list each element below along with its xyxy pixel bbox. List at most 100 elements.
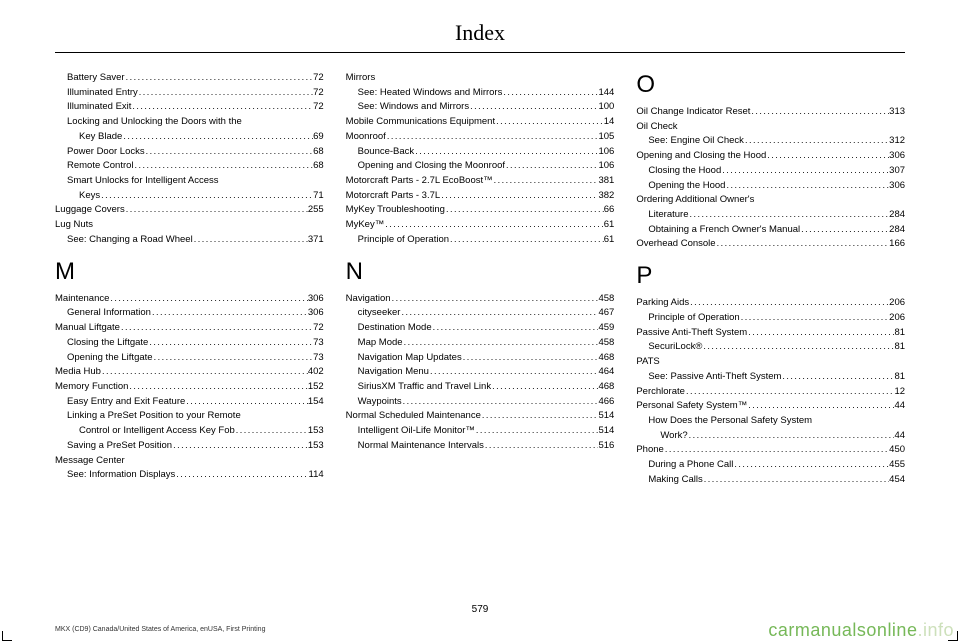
leader-dots: [491, 380, 598, 394]
leader-dots: [131, 100, 313, 114]
entry-label: See: Information Displays: [67, 468, 175, 483]
index-entry: Ordering Additional Owner's: [636, 193, 905, 208]
entry-label: Linking a PreSet Position to your Remote: [67, 409, 241, 424]
leader-dots: [175, 468, 308, 482]
entry-label: Navigation Menu: [358, 365, 429, 380]
entry-page: 450: [889, 443, 905, 458]
entry-page: 106: [598, 159, 614, 174]
index-subentry: Closing the Liftgate73: [55, 336, 324, 351]
entry-label: Illuminated Entry: [67, 86, 138, 101]
entry-label: Making Calls: [648, 473, 702, 488]
index-subentry: Map Mode458: [346, 336, 615, 351]
index-entry: Maintenance306: [55, 292, 324, 307]
entry-label: Memory Function: [55, 380, 128, 395]
leader-dots: [721, 164, 889, 178]
leader-dots: [384, 218, 604, 232]
entry-page: 44: [894, 399, 905, 414]
index-subentry: Obtaining a French Owner's Manual284: [636, 223, 905, 238]
entry-label: Ordering Additional Owner's: [636, 193, 754, 208]
entry-page: 306: [308, 292, 324, 307]
index-subentry: Making Calls454: [636, 473, 905, 488]
entry-page: 153: [308, 439, 324, 454]
leader-dots: [689, 296, 889, 310]
entry-page: 312: [889, 134, 905, 149]
index-subentry: Locking and Unlocking the Doors with the: [55, 115, 324, 130]
entry-label: During a Phone Call: [648, 458, 733, 473]
index-subentry: Linking a PreSet Position to your Remote: [55, 409, 324, 424]
entry-page: 81: [894, 370, 905, 385]
index-subentry: See: Heated Windows and Mirrors144: [346, 86, 615, 101]
leader-dots: [109, 292, 307, 306]
leader-dots: [151, 306, 308, 320]
leader-dots: [185, 395, 308, 409]
entry-label: Bounce-Back: [358, 145, 415, 160]
entry-label: Smart Unlocks for Intelligent Access: [67, 174, 219, 189]
index-subentry: During a Phone Call455: [636, 458, 905, 473]
entry-page: 284: [889, 208, 905, 223]
entry-label: Closing the Hood: [648, 164, 721, 179]
entry-label: Obtaining a French Owner's Manual: [648, 223, 800, 238]
index-entry: Oil Change Indicator Reset313: [636, 105, 905, 120]
index-subentry: Work?44: [636, 429, 905, 444]
leader-dots: [193, 233, 308, 247]
footer-line: MKX (CD9) Canada/United States of Americ…: [55, 626, 265, 633]
entry-page: 69: [313, 130, 324, 145]
entry-page: 467: [598, 306, 614, 321]
entry-label: Keys: [79, 189, 100, 204]
leader-dots: [744, 134, 889, 148]
entry-label: Lug Nuts: [55, 218, 93, 233]
entry-label: See: Engine Oil Check: [648, 134, 744, 149]
entry-page: 381: [598, 174, 614, 189]
leader-dots: [429, 365, 599, 379]
entry-page: 68: [313, 145, 324, 160]
entry-page: 468: [598, 351, 614, 366]
index-subentry: cityseeker 467: [346, 306, 615, 321]
entry-label: Opening and Closing the Hood: [636, 149, 766, 164]
leader-dots: [414, 145, 598, 159]
entry-page: 72: [313, 71, 324, 86]
leader-dots: [235, 424, 308, 438]
leader-dots: [445, 203, 604, 217]
leader-dots: [391, 292, 599, 306]
cropmark-icon: [2, 631, 12, 641]
entry-label: Opening the Liftgate: [67, 351, 153, 366]
entry-page: 166: [889, 237, 905, 252]
entry-label: Work?: [660, 429, 687, 444]
leader-dots: [475, 424, 599, 438]
entry-page: 154: [308, 395, 324, 410]
index-subentry: Battery Saver72: [55, 71, 324, 86]
entry-page: 514: [598, 409, 614, 424]
leader-dots: [747, 399, 894, 413]
index-entry: MyKey™61: [346, 218, 615, 233]
leader-dots: [685, 385, 895, 399]
entry-label: Principle of Operation: [648, 311, 739, 326]
index-subentry: See: Windows and Mirrors100: [346, 100, 615, 115]
entry-page: 153: [308, 424, 324, 439]
entry-label: Opening and Closing the Moonroof: [358, 159, 505, 174]
index-subentry: How Does the Personal Safety System: [636, 414, 905, 429]
manual-index-page: Index Battery Saver72Illuminated Entry72…: [0, 0, 960, 643]
index-subentry: Waypoints466: [346, 395, 615, 410]
entry-label: cityseeker: [358, 306, 401, 321]
section-letter: O: [636, 71, 905, 99]
entry-page: 72: [313, 321, 324, 336]
leader-dots: [148, 336, 313, 350]
entry-page: 516: [598, 439, 614, 454]
entry-label: PATS: [636, 355, 659, 370]
index-entry: Manual Liftgate72: [55, 321, 324, 336]
entry-label: Media Hub: [55, 365, 101, 380]
index-subentry: Smart Unlocks for Intelligent Access: [55, 174, 324, 189]
leader-dots: [400, 306, 598, 320]
index-subentry: SiriusXM Traffic and Travel Link468: [346, 380, 615, 395]
leader-dots: [703, 473, 889, 487]
leader-dots: [688, 208, 889, 222]
entry-label: Mirrors: [346, 71, 376, 86]
index-subentry: Opening the Hood306: [636, 179, 905, 194]
index-subentry: General Information306: [55, 306, 324, 321]
leader-dots: [800, 223, 889, 237]
index-entry: Normal Scheduled Maintenance514: [346, 409, 615, 424]
section-letter: P: [636, 262, 905, 290]
leader-dots: [716, 237, 890, 251]
entry-label: MyKey Troubleshooting: [346, 203, 445, 218]
entry-label: Waypoints: [358, 395, 402, 410]
